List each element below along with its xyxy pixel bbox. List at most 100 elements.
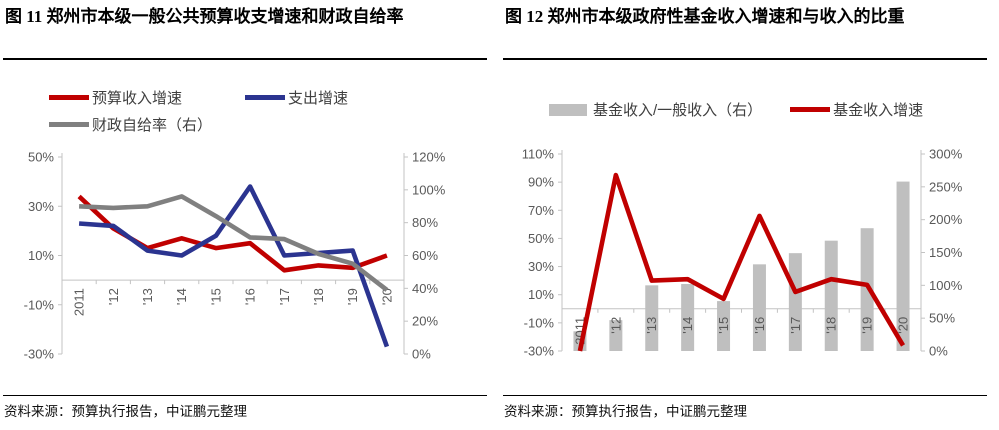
figure-12-panel: 图 12 郑州市本级政府性基金收入增速和与收入的比重 基金收入/一般收入（右） … (503, 0, 987, 420)
right-axis-label: 80% (412, 215, 438, 230)
right-axis-label: 60% (412, 248, 438, 263)
x-axis-label: '15 (716, 317, 731, 334)
right-axis-label: 300% (929, 147, 963, 162)
x-axis-label: '13 (140, 288, 155, 305)
figure-12-legend: 基金收入/一般收入（右） 基金收入增速 (503, 60, 987, 140)
legend-label: 财政自给率（右） (92, 117, 213, 134)
series-line (78, 184, 390, 348)
bar (896, 181, 910, 351)
line-chart-budget: 50% 30% 10% -10% -30% 120% 100% 80% 60% 40% 20% 0% 2… (24, 150, 446, 362)
category-ticks (61, 280, 405, 285)
legend-row: 预算收入增速 支出增速 (3, 84, 487, 111)
x-axis-label: '16 (243, 288, 258, 305)
right-axis-label: 200% (929, 212, 963, 227)
legend-item-fund-income-growth: 基金收入增速 (790, 99, 923, 120)
source-divider (503, 395, 987, 396)
bar (860, 228, 874, 351)
legend-item-expenditure-growth: 支出增速 (245, 87, 348, 108)
figure-11-chart: 50% 30% 10% -10% -30% 120% 100% 80% 60% 40% 20% 0% 2… (3, 140, 487, 377)
x-axis-label: '17 (788, 317, 803, 334)
x-axis-labels: 2011'12'13'14'15'16'17'18'19'20 (572, 317, 910, 345)
left-axis-label: 30% (28, 199, 54, 214)
legend-label: 基金收入/一般收入（右） (593, 102, 763, 119)
red-line-swatch-icon (49, 95, 89, 100)
report-figures-row: 图 11 郑州市本级一般公共预算收支增速和财政自给率 预算收入增速 支出增速 财… (3, 0, 987, 420)
x-axis-label: '14 (680, 317, 695, 334)
figure-11-source: 资料来源：预算执行报告，中证鹏元整理 (4, 404, 247, 419)
x-axis-label: '15 (208, 288, 223, 305)
left-axis-label: 10% (528, 287, 554, 302)
left-axis-label: 10% (28, 248, 54, 263)
left-axis-label: -10% (524, 315, 555, 330)
x-axis-label: '17 (277, 288, 292, 305)
figure-12-title: 图 12 郑州市本级政府性基金收入增速和与收入的比重 (505, 7, 905, 26)
figure-11-panel: 图 11 郑州市本级一般公共预算收支增速和财政自给率 预算收入增速 支出增速 财… (3, 0, 487, 420)
bar-series (573, 181, 910, 351)
figure-12-chart: 110% 90% 70% 50% 30% 10% -10% -30% 300% 250% 200% 1… (503, 140, 987, 377)
x-axis-label: '16 (752, 317, 767, 334)
x-axis-label: '13 (644, 317, 659, 334)
series-line (577, 172, 906, 352)
right-axis-label: 120% (412, 150, 446, 165)
source-divider (3, 395, 487, 396)
bar (681, 284, 695, 351)
title-divider (3, 58, 487, 60)
x-axis-label: '19 (860, 317, 875, 334)
legend-label: 支出增速 (288, 90, 349, 107)
left-axis-label: 50% (528, 231, 554, 246)
x-axis-label: '20 (379, 288, 394, 305)
bar (717, 301, 731, 351)
gray-line-swatch-icon (49, 122, 89, 127)
bar (609, 320, 623, 351)
x-axis-label: '19 (345, 288, 360, 305)
figure-11-title: 图 11 郑州市本级一般公共预算收支增速和财政自给率 (5, 7, 404, 26)
bar (788, 253, 802, 351)
right-axis-ticks: 120% 100% 80% 60% 40% 20% 0% (404, 150, 446, 362)
x-axis-label: '12 (106, 288, 121, 305)
right-axis-label: 0% (412, 347, 431, 362)
right-axis-ticks: 300% 250% 200% 150% 100% 50% 0% (921, 147, 963, 359)
figure-11-legend: 预算收入增速 支出增速 财政自给率（右） (3, 60, 487, 140)
x-axis-labels: 2011 '12 '13 '14 '15 '16 '17 '18 '19 '20 (72, 288, 395, 316)
x-axis-label: '14 (174, 288, 189, 305)
left-axis-label: 50% (28, 150, 54, 165)
legend-item-fiscal-self-sufficiency: 财政自给率（右） (49, 114, 212, 135)
bar (645, 285, 659, 351)
left-axis-label: 110% (522, 147, 555, 162)
x-axis-label: '12 (608, 317, 623, 334)
right-axis-label: 20% (412, 314, 438, 329)
left-axis-label: -30% (24, 347, 55, 362)
bar (824, 240, 838, 351)
right-axis-label: 100% (412, 182, 446, 197)
right-axis-label: 50% (929, 311, 955, 326)
legend-label: 基金收入增速 (833, 102, 924, 119)
right-axis-label: 0% (929, 344, 948, 359)
figure-12-source: 资料来源：预算执行报告，中证鹏元整理 (504, 404, 747, 419)
x-axis-label: 2011 (72, 288, 87, 316)
left-axis-label: 90% (528, 175, 554, 190)
legend-row: 基金收入/一般收入（右） 基金收入增速 (503, 96, 987, 123)
left-axis-label: -30% (524, 344, 555, 359)
left-axis-ticks: 110% 90% 70% 50% 30% 10% -10% -30% (522, 147, 562, 359)
x-axis-label: '18 (311, 288, 326, 305)
left-axis-label: -10% (24, 297, 55, 312)
legend-item-budget-revenue-growth: 预算收入增速 (49, 87, 245, 108)
left-axis-ticks: 50% 30% 10% -10% -30% (24, 150, 62, 362)
legend-row: 财政自给率（右） (3, 111, 487, 138)
x-axis-label: '18 (824, 317, 839, 334)
x-axis-label: '20 (896, 317, 911, 334)
right-axis-label: 150% (929, 245, 963, 260)
series-line (78, 194, 389, 292)
blue-line-swatch-icon (245, 95, 285, 100)
bar (752, 264, 766, 351)
right-axis-label: 250% (929, 179, 963, 194)
legend-label: 预算收入增速 (92, 90, 183, 107)
gray-bar-swatch-icon (549, 103, 587, 116)
title-divider (503, 58, 987, 60)
left-axis-label: 70% (528, 203, 554, 218)
red-line-swatch-icon (790, 107, 831, 112)
left-axis-label: 30% (528, 259, 554, 274)
right-axis-label: 100% (929, 278, 963, 293)
legend-item-fund-income-ratio: 基金收入/一般收入（右） (549, 99, 762, 120)
right-axis-label: 40% (412, 281, 438, 296)
